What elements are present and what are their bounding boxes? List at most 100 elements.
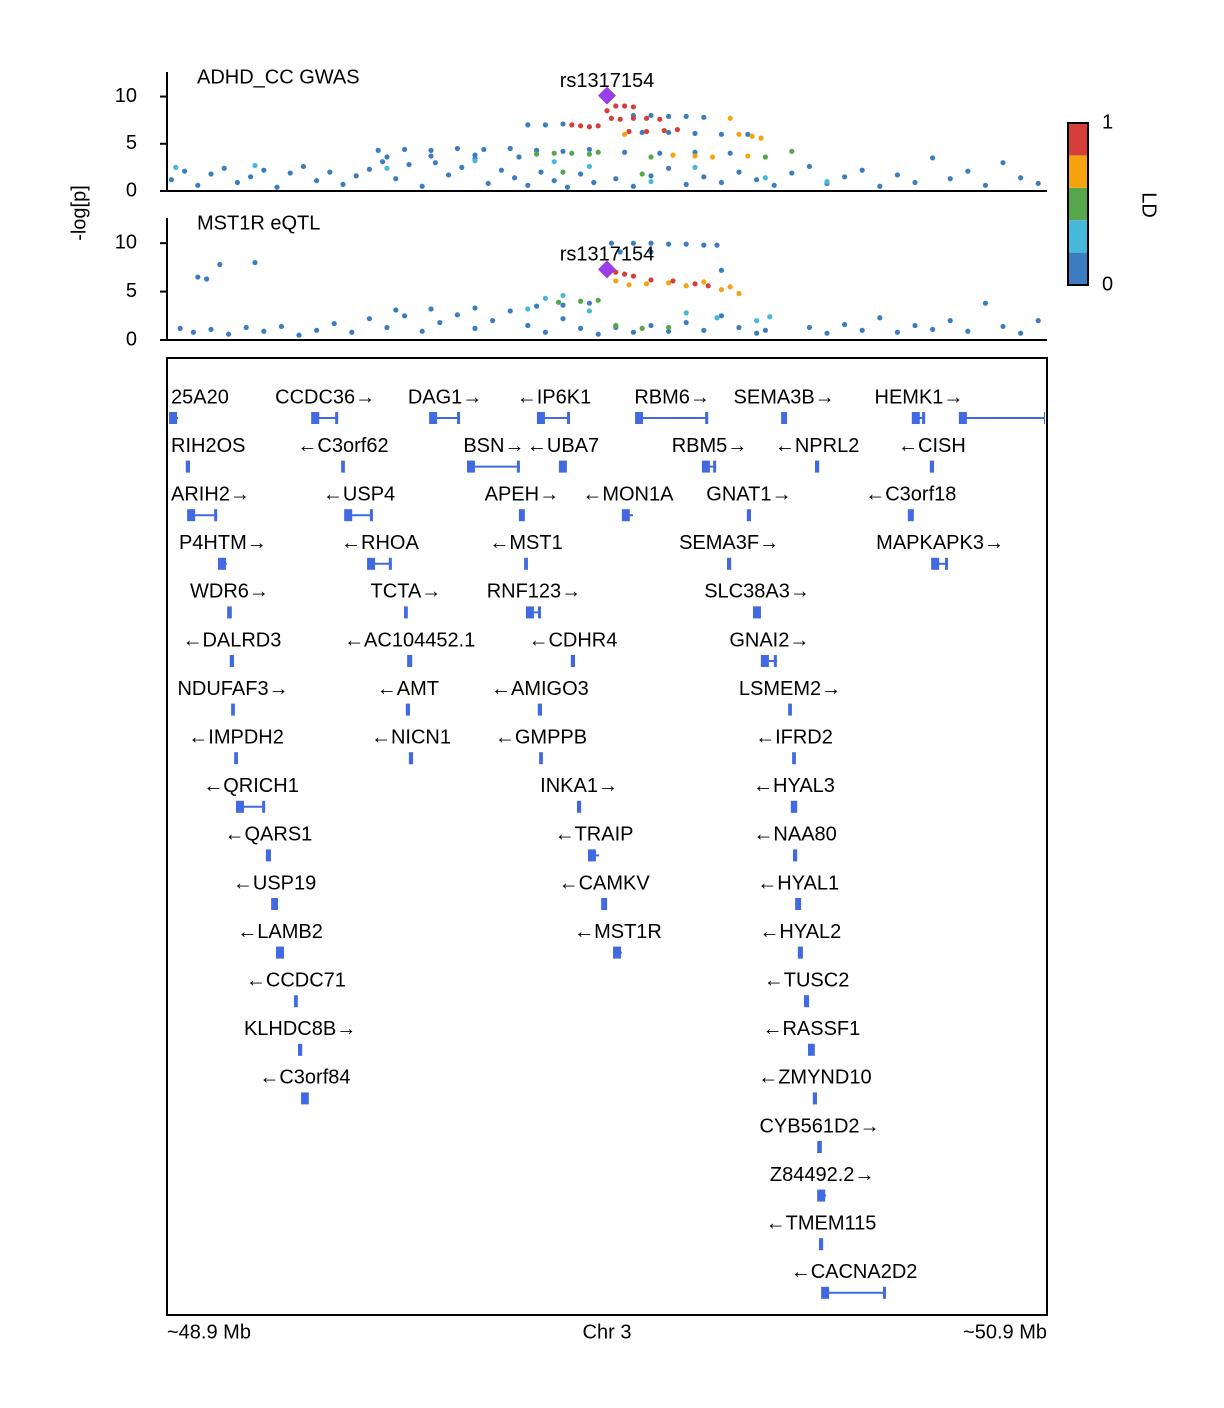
colorbar-title: LD (1138, 192, 1160, 218)
gene-label: ←C3orf62 (297, 435, 388, 457)
variant-point (683, 241, 689, 247)
variant-point (965, 328, 971, 334)
variant-point (454, 312, 460, 318)
variant-point (648, 173, 654, 179)
gene-exons (1044, 412, 1045, 424)
variant-point (877, 315, 883, 321)
variant-point (208, 171, 214, 177)
variant-point (947, 318, 953, 324)
gene-label: ←IMPDH2 (188, 726, 284, 748)
variant-point (644, 281, 650, 287)
variant-point (234, 179, 240, 186)
gene-label: ←TMEM115 (766, 1212, 877, 1234)
gene-exons (635, 412, 644, 424)
variant-point (380, 159, 386, 165)
gene-exons (746, 509, 751, 522)
variant-point (525, 182, 531, 188)
gene-label: WDR6→ (190, 581, 269, 603)
gene-exons (570, 655, 575, 667)
gene-exons (388, 557, 392, 570)
variant-point (446, 172, 452, 178)
variant-point (982, 182, 989, 188)
variant-point (617, 116, 623, 122)
gene-label: Z84492.2→ (770, 1164, 875, 1186)
variant-point (314, 178, 320, 184)
colorbar-tick-label: 1 (1102, 111, 1113, 133)
gene-label: ←HYAL3 (753, 775, 835, 797)
gene-exons (217, 557, 226, 570)
variant-point (490, 318, 496, 324)
gene-exons (262, 800, 266, 813)
variant-point (842, 174, 848, 180)
gene-label: ←CDHR4 (528, 629, 617, 651)
variant-point (749, 133, 755, 139)
variant-point (736, 290, 742, 297)
variant-point (701, 174, 707, 180)
gene-exons (369, 509, 373, 522)
variant-point (511, 175, 518, 181)
variant-point (534, 303, 540, 309)
variant-point (428, 147, 434, 153)
variant-point (534, 147, 540, 153)
variant-point (648, 277, 654, 283)
gene-exons (231, 703, 235, 716)
gene-label: ←CCDC71 (246, 969, 346, 991)
variant-point (718, 131, 725, 137)
gene-exons (613, 946, 622, 959)
variant-point (384, 154, 390, 160)
gene-exons (169, 412, 178, 424)
variant-point (754, 330, 760, 336)
variant-point (278, 323, 284, 330)
y-tick-label: 10 (115, 85, 137, 107)
variant-point (556, 299, 562, 305)
variant-point (912, 322, 918, 329)
gene-label: P4HTM→ (179, 532, 267, 554)
variant-point (595, 149, 601, 155)
gene-exons (405, 703, 410, 716)
variant-point (560, 148, 566, 154)
variant-point (666, 165, 672, 171)
gene-exons (271, 898, 278, 910)
variant-point (670, 278, 676, 284)
gene-label: ←AMT (377, 678, 439, 700)
variant-point (666, 129, 672, 136)
variant-point (639, 171, 645, 177)
variant-point (644, 128, 650, 135)
variant-point (824, 330, 830, 336)
variant-point (560, 292, 566, 299)
gene-exons (760, 655, 769, 667)
variant-point (586, 151, 593, 157)
gene-label: CYB561D2→ (759, 1115, 879, 1137)
gene-label: ←NPRL2 (775, 435, 859, 457)
gene-label: SEMA3B→ (734, 386, 835, 408)
variant-point (177, 325, 183, 331)
gene-exons (958, 412, 967, 424)
colorbar-segment (1068, 252, 1088, 285)
variant-point (622, 103, 628, 109)
variant-point (736, 169, 742, 175)
variant-point (727, 115, 733, 121)
variant-point (701, 279, 707, 285)
gene-exons (705, 412, 709, 424)
variant-point (648, 249, 654, 255)
variant-point (586, 308, 593, 314)
variant-point (353, 173, 359, 179)
gene-exons (815, 460, 820, 473)
variant-point (622, 271, 628, 277)
variant-point (622, 149, 628, 155)
panel-title: MST1R eQTL (197, 212, 320, 234)
variant-point (630, 115, 637, 121)
variant-point (754, 318, 760, 324)
gene-label: ←USP19 (233, 872, 316, 894)
variant-point (525, 322, 531, 329)
gene-label: ←TRAIP (555, 824, 634, 846)
variant-point (560, 121, 566, 127)
variant-point (657, 150, 663, 156)
colorbar-tick-label: 0 (1102, 273, 1113, 295)
variant-point (648, 240, 654, 246)
variant-point (736, 324, 742, 331)
gene-track-frame (166, 357, 1048, 1316)
gene-label: ←QARS1 (225, 824, 313, 846)
variant-point (190, 329, 196, 335)
variant-point (859, 327, 865, 333)
